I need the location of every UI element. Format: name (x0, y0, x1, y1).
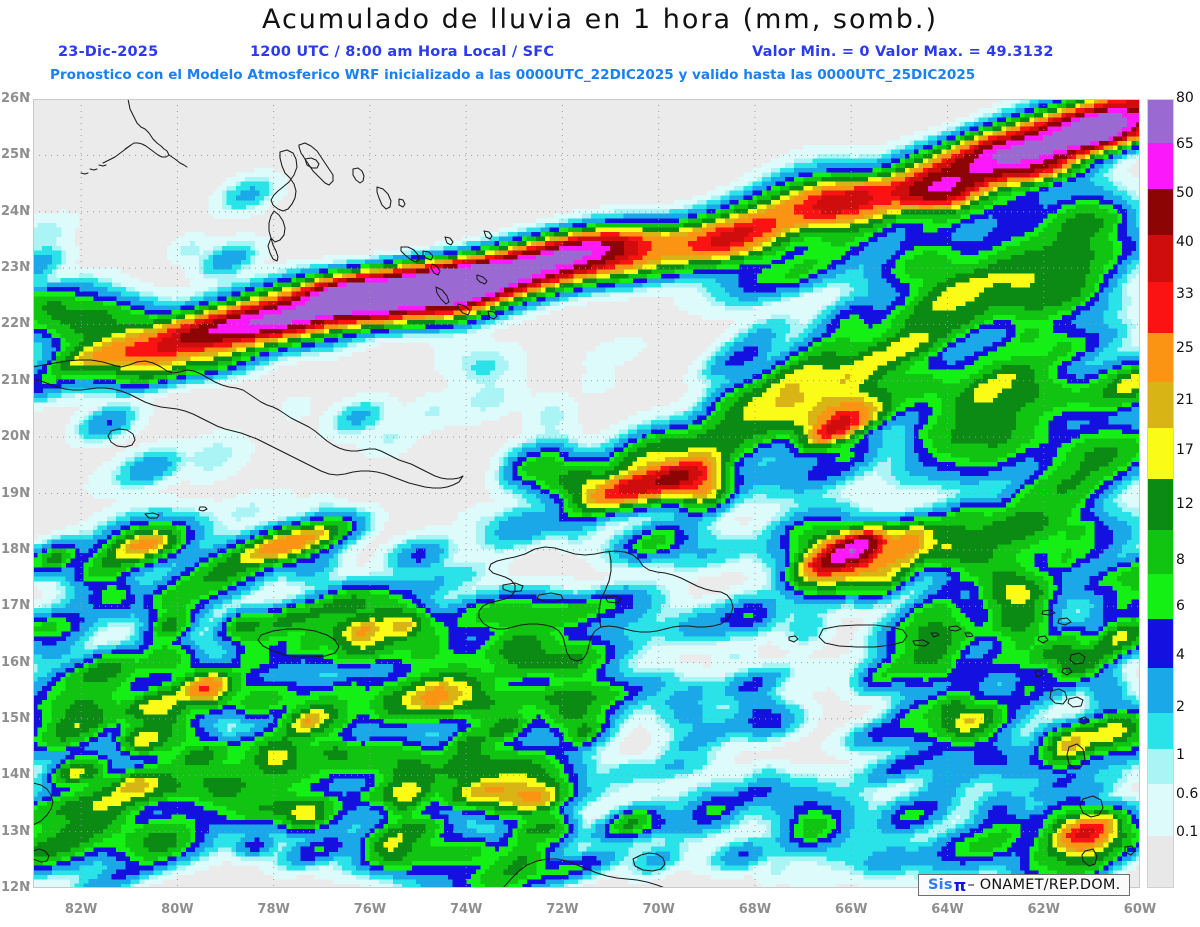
colorbar-label-1: 1 (1176, 747, 1185, 764)
precip-band-2 (33, 99, 1140, 888)
coastlines (33, 99, 1136, 888)
colorbar-label-21: 21 (1176, 392, 1194, 409)
colorbar-label-0.1: 0.1 (1176, 823, 1199, 840)
lat-tick-mark: · (26, 707, 31, 723)
lat-tick-mark: · (26, 820, 31, 836)
model-description: Pronostico con el Modelo Atmosferico WRF… (50, 67, 976, 83)
lat-tick-19N: 19N (1, 485, 30, 501)
colorbar-label-33: 33 (1176, 285, 1194, 302)
colorbar-segment-13 (1148, 234, 1173, 283)
lat-tick-mark: · (26, 595, 31, 611)
colorbar-segment-6 (1148, 573, 1173, 620)
lat-tick-mark: · (26, 88, 31, 103)
lat-tick-14N: 14N (1, 767, 30, 783)
colorbar-segment-10 (1148, 381, 1173, 429)
colorbar-segment-3 (1148, 712, 1173, 749)
colorbar-label-25: 25 (1176, 340, 1194, 357)
lon-tick-78W: 78W (257, 902, 290, 917)
pi-logo-icon: π (953, 875, 967, 895)
lat-tick-mark: · (26, 764, 31, 780)
colorbar-label-50: 50 (1176, 185, 1194, 202)
lon-tick-72W: 72W (546, 902, 579, 917)
colorbar-label-17: 17 (1176, 441, 1194, 458)
colorbar-segment-7 (1148, 530, 1173, 574)
lon-tick-66W: 66W (834, 902, 868, 917)
precip-band-80 (249, 112, 1127, 554)
lon-tick-70W: 70W (642, 902, 675, 917)
precip-band-50 (180, 108, 1140, 568)
page-title: Acumulado de lluvia en 1 hora (mm, somb.… (261, 4, 939, 35)
precip-band-12 (33, 99, 1140, 875)
colorbar-segment-4 (1148, 667, 1173, 713)
lat-tick-mark: · (26, 257, 31, 273)
lat-tick-25N: 25N (1, 147, 30, 163)
lat-tick-26N: 26N (1, 91, 30, 106)
precip-band-33 (125, 99, 1140, 843)
colorbar-segment-9 (1148, 428, 1173, 479)
lat-tick-16N: 16N (1, 654, 30, 670)
lat-tick-mark: · (26, 369, 31, 385)
colorbar-segment-2 (1148, 748, 1173, 785)
precip-band-40 (157, 99, 1140, 839)
lat-tick-17N: 17N (1, 598, 30, 614)
forecast-time: 1200 UTC / 8:00 am Hora Local / SFC (250, 44, 555, 60)
lat-tick-15N: 15N (1, 710, 30, 726)
colorbar-label-65: 65 (1176, 135, 1194, 152)
colorbar-label-80: 80 (1176, 90, 1194, 106)
colorbar-segment-0 (1148, 835, 1173, 887)
colorbar-segment-16 (1148, 100, 1173, 143)
colorbar-label-12: 12 (1176, 496, 1194, 513)
lon-tick-76W: 76W (353, 902, 387, 917)
colorbar-label-8: 8 (1176, 551, 1185, 568)
lat-tick-18N: 18N (1, 541, 30, 557)
lon-tick-74W: 74W (449, 902, 483, 917)
attribution-box: Sis π – ONAMET/REP.DOM. (918, 874, 1131, 896)
lat-tick-mark: · (26, 482, 31, 498)
lat-tick-mark: · (26, 426, 31, 442)
lat-tick-mark: · (26, 877, 31, 892)
precipitation-shading (33, 99, 1140, 888)
colorbar-segment-15 (1148, 142, 1173, 190)
lat-tick-22N: 22N (1, 316, 30, 332)
lat-tick-24N: 24N (1, 203, 30, 219)
lat-tick-21N: 21N (1, 372, 30, 388)
lon-tick-68W: 68W (738, 902, 772, 917)
lat-tick-mark: · (26, 651, 31, 667)
lat-tick-mark: · (26, 144, 31, 160)
colorbar-segment-11 (1148, 333, 1173, 382)
map-canvas (33, 99, 1140, 888)
colorbar-segment-14 (1148, 189, 1173, 235)
lat-tick-mark: · (26, 538, 31, 554)
precip-band-6 (33, 99, 1140, 888)
colorbar-segment-12 (1148, 282, 1173, 334)
lon-tick-60W: 60W (1123, 902, 1157, 917)
lon-tick-80W: 80W (161, 902, 194, 917)
map-plot-area (33, 99, 1140, 888)
colorbar-label-4: 4 (1176, 647, 1185, 664)
lat-tick-mark: · (26, 200, 31, 216)
forecast-date: 23-Dic-2025 (58, 44, 159, 60)
lat-tick-13N: 13N (1, 823, 30, 839)
lat-tick-20N: 20N (1, 429, 30, 445)
lon-tick-64W: 64W (931, 902, 964, 917)
colorbar-segment-8 (1148, 478, 1173, 531)
sis-logo-text: Sis (928, 877, 953, 893)
lat-tick-12N: 12N (1, 880, 30, 895)
lat-tick-mark: · (26, 313, 31, 329)
colorbar-segment-1 (1148, 784, 1173, 836)
colorbar-label-0.6: 0.6 (1176, 785, 1199, 802)
lon-tick-82W: 82W (64, 902, 98, 917)
colorbar-label-2: 2 (1176, 699, 1185, 716)
precip-band-0.1 (33, 99, 1140, 888)
lon-tick-62W: 62W (1027, 902, 1060, 917)
colorbar-label-6: 6 (1176, 598, 1185, 615)
colorbar[interactable] (1147, 99, 1174, 888)
organization-label: – ONAMET/REP.DOM. (967, 877, 1121, 893)
colorbar-segment-5 (1148, 619, 1173, 668)
lat-tick-23N: 23N (1, 260, 30, 276)
value-minmax: Valor Min. = 0 Valor Max. = 49.3132 (752, 44, 1054, 60)
colorbar-label-40: 40 (1176, 234, 1194, 251)
